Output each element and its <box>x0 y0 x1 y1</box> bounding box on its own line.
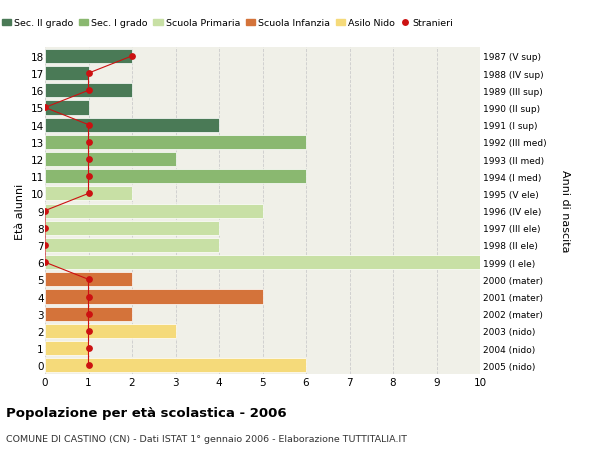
Bar <box>45 153 176 167</box>
Point <box>84 70 94 78</box>
Bar <box>45 256 480 269</box>
Point <box>84 276 94 283</box>
Point <box>84 139 94 146</box>
Bar <box>45 358 306 373</box>
Point <box>84 345 94 352</box>
Legend: Sec. II grado, Sec. I grado, Scuola Primaria, Scuola Infanzia, Asilo Nido, Stran: Sec. II grado, Sec. I grado, Scuola Prim… <box>0 16 457 32</box>
Bar <box>45 118 219 132</box>
Bar <box>45 135 306 150</box>
Bar <box>45 238 219 252</box>
Point <box>84 328 94 335</box>
Bar <box>45 273 132 287</box>
Text: COMUNE DI CASTINO (CN) - Dati ISTAT 1° gennaio 2006 - Elaborazione TUTTITALIA.IT: COMUNE DI CASTINO (CN) - Dati ISTAT 1° g… <box>6 434 407 443</box>
Point <box>40 242 50 249</box>
Bar <box>45 101 89 115</box>
Y-axis label: Anni di nascita: Anni di nascita <box>560 170 570 252</box>
Y-axis label: Età alunni: Età alunni <box>15 183 25 239</box>
Point <box>40 224 50 232</box>
Point <box>127 53 137 61</box>
Bar <box>45 50 132 64</box>
Bar <box>45 221 219 235</box>
Point <box>84 122 94 129</box>
Point <box>84 362 94 369</box>
Bar <box>45 204 263 218</box>
Bar <box>45 187 132 201</box>
Point <box>40 259 50 266</box>
Point <box>84 173 94 180</box>
Point <box>84 190 94 198</box>
Point <box>84 293 94 301</box>
Point <box>40 207 50 215</box>
Bar <box>45 307 132 321</box>
Point <box>84 156 94 163</box>
Text: Popolazione per età scolastica - 2006: Popolazione per età scolastica - 2006 <box>6 406 287 419</box>
Bar <box>45 290 263 304</box>
Bar <box>45 84 132 98</box>
Point <box>84 87 94 95</box>
Point <box>84 310 94 318</box>
Point <box>40 105 50 112</box>
Bar <box>45 170 306 184</box>
Bar <box>45 67 89 81</box>
Bar <box>45 341 89 355</box>
Bar <box>45 324 176 338</box>
